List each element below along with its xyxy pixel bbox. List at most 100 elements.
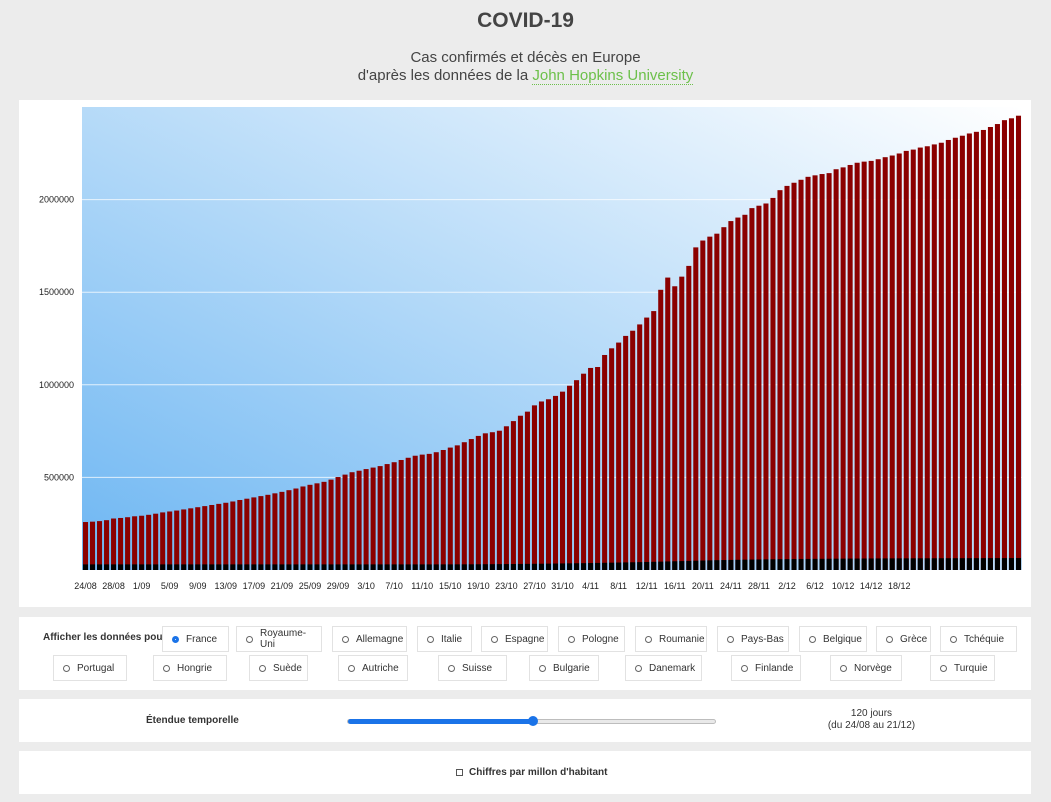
radio-icon[interactable] [448, 664, 455, 672]
country-option[interactable]: France [162, 626, 229, 652]
country-option[interactable]: Tchéquie [940, 626, 1017, 652]
country-option[interactable]: Danemark [625, 655, 702, 681]
bar-deaths [223, 564, 229, 570]
radio-icon[interactable] [491, 635, 498, 643]
bar-confirmed [973, 131, 979, 570]
bar-confirmed [791, 182, 797, 570]
radio-icon[interactable] [568, 635, 575, 643]
time-range-slider[interactable] [347, 716, 716, 726]
bar-deaths [181, 564, 187, 570]
country-option[interactable]: Allemagne [332, 626, 407, 652]
bar-confirmed [945, 139, 951, 570]
x-tick-label: 19/10 [467, 581, 490, 591]
radio-icon[interactable] [63, 664, 70, 672]
radio-icon[interactable] [950, 635, 957, 643]
country-option[interactable]: Royaume-Uni [236, 626, 322, 652]
radio-icon[interactable] [635, 664, 642, 672]
source-link[interactable]: John Hopkins University [532, 67, 694, 85]
bar-confirmed [223, 502, 229, 570]
radio-icon[interactable] [163, 664, 170, 672]
radio-icon[interactable] [342, 635, 349, 643]
bar-deaths [910, 558, 916, 570]
bar-confirmed [756, 205, 762, 570]
bar-confirmed [602, 354, 608, 570]
country-option[interactable]: Hongrie [153, 655, 227, 681]
per-million-toggle[interactable]: Chiffres par millon d'habitant [456, 767, 608, 778]
radio-icon[interactable] [172, 635, 179, 643]
bar-deaths [1001, 558, 1007, 570]
bar-deaths [146, 564, 152, 570]
bar-deaths [258, 564, 264, 570]
bar-deaths [749, 559, 755, 570]
x-tick-label: 31/10 [551, 581, 574, 591]
bar-confirmed [917, 147, 923, 570]
country-option[interactable]: Autriche [338, 655, 408, 681]
radio-icon[interactable] [741, 664, 748, 672]
country-option[interactable]: Belgique [799, 626, 867, 652]
bar-confirmed [616, 342, 622, 570]
bar-confirmed [279, 491, 285, 570]
time-range-dates: (du 24/08 au 21/12) [827, 720, 916, 731]
country-option[interactable]: Portugal [53, 655, 127, 681]
bar-confirmed [314, 483, 320, 570]
bar-deaths [840, 558, 846, 570]
bar-deaths [756, 559, 762, 570]
bar-deaths [104, 564, 110, 570]
bar-deaths [370, 564, 376, 570]
x-tick-label: 27/10 [523, 581, 546, 591]
country-selector-label: Afficher les données pour [43, 632, 167, 643]
country-option[interactable]: Finlande [731, 655, 801, 681]
radio-icon[interactable] [539, 664, 546, 672]
x-tick-label: 6/12 [806, 581, 824, 591]
bar-deaths [237, 564, 243, 570]
bar-deaths [805, 558, 811, 570]
bar-deaths [931, 558, 937, 570]
radio-icon[interactable] [727, 635, 734, 643]
country-option[interactable]: Suisse [438, 655, 507, 681]
country-option[interactable]: Pays-Bas [717, 626, 789, 652]
bar-deaths [552, 563, 559, 570]
country-option[interactable]: Suède [249, 655, 308, 681]
country-option[interactable]: Roumanie [635, 626, 707, 652]
country-option[interactable]: Italie [417, 626, 472, 652]
bar-deaths [174, 564, 180, 570]
bar-confirmed [847, 164, 853, 570]
radio-icon[interactable] [840, 664, 847, 672]
x-tick-label: 2/12 [778, 581, 796, 591]
radio-icon[interactable] [348, 664, 355, 672]
bar-deaths [707, 560, 713, 570]
radio-icon[interactable] [246, 635, 253, 643]
x-tick-label: 24/08 [74, 581, 97, 591]
country-option[interactable]: Turquie [930, 655, 995, 681]
bar-deaths [665, 561, 671, 570]
country-option[interactable]: Pologne [558, 626, 625, 652]
bar-confirmed [489, 432, 495, 570]
radio-icon[interactable] [259, 664, 266, 672]
y-tick-label: 1000000 [39, 380, 74, 390]
country-option[interactable]: Norvège [830, 655, 902, 681]
bar-confirmed [854, 162, 860, 570]
bar-confirmed [994, 124, 1000, 570]
radio-icon[interactable] [809, 635, 816, 643]
bar-deaths [826, 558, 832, 570]
radio-icon[interactable] [427, 635, 434, 643]
bar-confirmed [959, 135, 965, 570]
bar-deaths [763, 559, 769, 570]
bar-confirmed [840, 167, 846, 570]
bar-confirmed [412, 455, 418, 570]
bar-confirmed [630, 330, 636, 570]
radio-icon[interactable] [886, 635, 893, 643]
radio-icon[interactable] [940, 664, 947, 672]
per-million-panel: Chiffres par millon d'habitant [19, 751, 1031, 794]
bar-confirmed [763, 203, 769, 570]
per-million-checkbox[interactable] [456, 769, 463, 776]
bar-deaths [847, 558, 853, 570]
bar-deaths [447, 564, 453, 570]
country-option[interactable]: Grèce [876, 626, 931, 652]
bar-deaths [90, 564, 96, 570]
bar-confirmed [574, 380, 580, 570]
country-option[interactable]: Bulgarie [529, 655, 599, 681]
radio-icon[interactable] [645, 635, 652, 643]
slider-handle[interactable] [527, 716, 538, 726]
country-option[interactable]: Espagne [481, 626, 548, 652]
